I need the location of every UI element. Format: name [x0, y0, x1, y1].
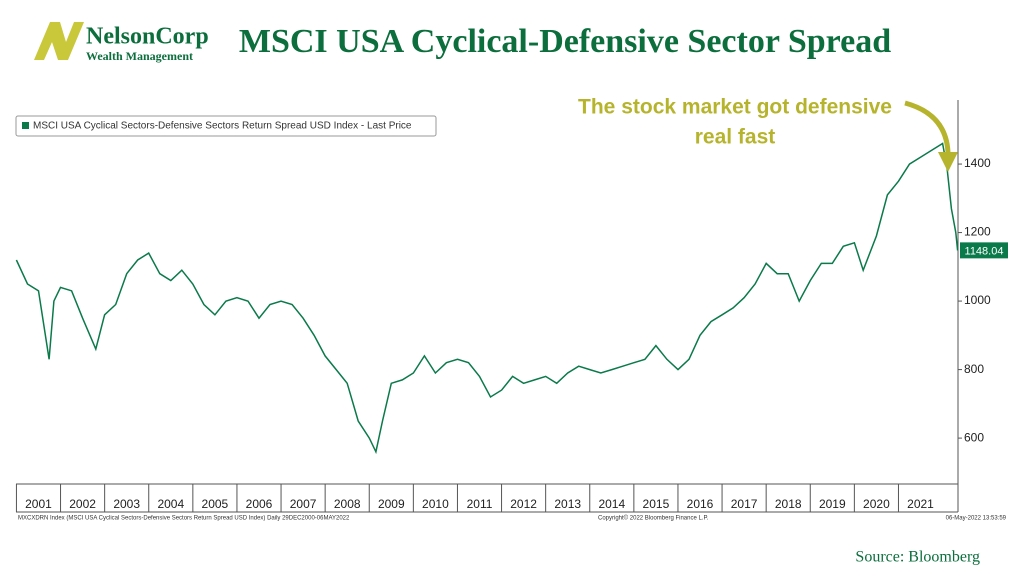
- x-tick-label: 2011: [467, 497, 493, 511]
- annotation: real fast: [695, 126, 776, 149]
- x-tick-label: 2009: [378, 497, 405, 511]
- arrow-head: [938, 152, 958, 172]
- x-tick-label: 2012: [510, 497, 537, 511]
- x-tick-label: 2019: [819, 497, 846, 511]
- legend: [15, 115, 437, 137]
- logo: NelsonCorp Wealth Management: [34, 22, 209, 63]
- annotation: The stock market got defensive: [578, 96, 892, 119]
- logo-name: NelsonCorp: [86, 24, 209, 50]
- x-tick-label: 2021: [907, 497, 934, 511]
- logo-sub: Wealth Management: [86, 49, 193, 63]
- last-price-label: 1148.04: [965, 245, 1004, 257]
- y-tick-label: 800: [964, 362, 984, 376]
- x-tick-label: 2003: [113, 497, 140, 511]
- x-tick-label: 2018: [775, 497, 802, 511]
- y-tick-label: 1000: [964, 293, 991, 307]
- x-tick-label: 2016: [687, 497, 714, 511]
- legend-swatch: [22, 122, 29, 129]
- arrow: [904, 100, 951, 161]
- x-tick-label: 2002: [69, 497, 96, 511]
- plot: 1148.04: [15, 142, 1008, 455]
- y-tick-label: 600: [964, 430, 984, 444]
- logo-mark: [34, 22, 84, 60]
- footer-index: MXCXDRN Index (MSCI USA Cyclical Sectors…: [18, 516, 350, 522]
- last-price-box: [960, 242, 1008, 259]
- series-line: [15, 142, 959, 455]
- x-tick-label: 2010: [422, 497, 449, 511]
- footer-timestamp: 06-May-2022 13:53:59: [946, 516, 1007, 522]
- x-tick-label: 2004: [157, 497, 184, 511]
- x-tick-label: 2015: [643, 497, 670, 511]
- footer-copyright: Copyright© 2022 Bloomberg Finance L.P.: [598, 515, 709, 522]
- x-tick-label: 2005: [202, 497, 229, 511]
- x-tick-label: 2008: [334, 497, 361, 511]
- x-tick-label: 2013: [554, 497, 581, 511]
- x-tick-label: 2007: [290, 497, 317, 511]
- x-tick-label: 2001: [25, 497, 52, 511]
- x-tick-label: 2017: [731, 497, 758, 511]
- y-tick-label: 1200: [964, 225, 991, 239]
- x-tick-label: 2020: [863, 497, 890, 511]
- title: MSCI USA Cyclical-Defensive Sector Sprea…: [239, 23, 891, 60]
- source: Source: Bloomberg: [855, 549, 980, 566]
- y-tick-label: 1400: [964, 156, 991, 170]
- x-tick-label: 2006: [246, 497, 273, 511]
- x-tick-label: 2014: [598, 497, 625, 511]
- legend-label: MSCI USA Cyclical Sectors-Defensive Sect…: [33, 121, 412, 132]
